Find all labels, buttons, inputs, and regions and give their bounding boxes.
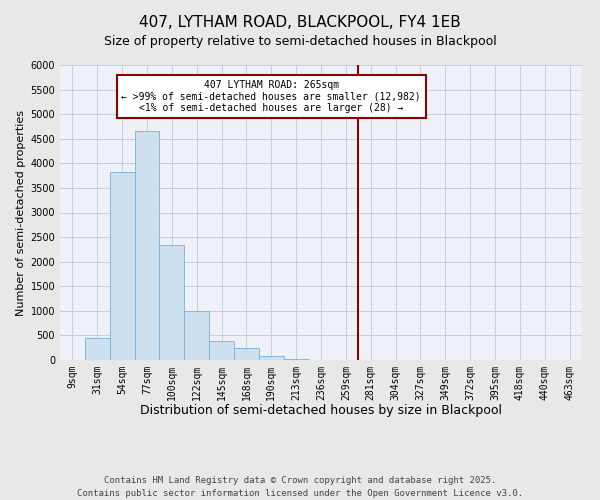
Bar <box>160 246 184 360</box>
Bar <box>85 338 110 360</box>
Bar <box>110 172 134 360</box>
Text: Size of property relative to semi-detached houses in Blackpool: Size of property relative to semi-detach… <box>104 35 496 48</box>
Bar <box>284 359 308 360</box>
Bar <box>209 341 234 360</box>
Bar <box>259 356 284 360</box>
Bar <box>184 311 209 360</box>
Text: 407, LYTHAM ROAD, BLACKPOOL, FY4 1EB: 407, LYTHAM ROAD, BLACKPOOL, FY4 1EB <box>139 15 461 30</box>
Text: 407 LYTHAM ROAD: 265sqm
← >99% of semi-detached houses are smaller (12,982)
<1% : 407 LYTHAM ROAD: 265sqm ← >99% of semi-d… <box>121 80 421 113</box>
Text: Contains HM Land Registry data © Crown copyright and database right 2025.
Contai: Contains HM Land Registry data © Crown c… <box>77 476 523 498</box>
Bar <box>134 132 160 360</box>
Y-axis label: Number of semi-detached properties: Number of semi-detached properties <box>16 110 26 316</box>
Bar <box>234 348 259 360</box>
X-axis label: Distribution of semi-detached houses by size in Blackpool: Distribution of semi-detached houses by … <box>140 404 502 417</box>
